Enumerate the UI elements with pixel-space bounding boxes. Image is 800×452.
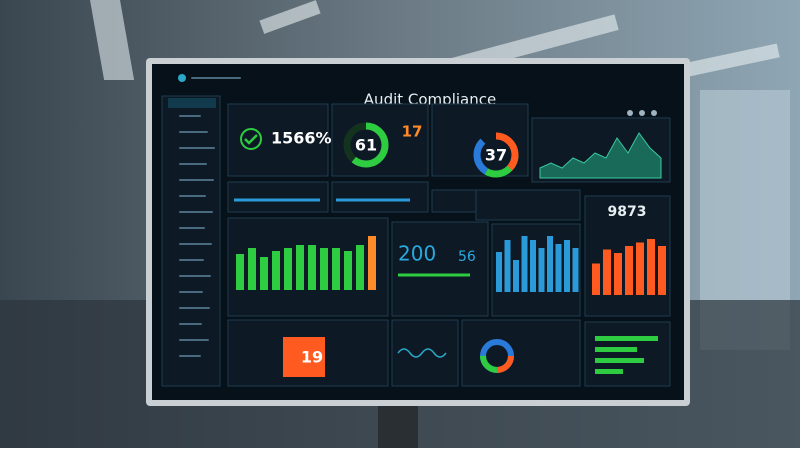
ring-segment — [480, 339, 514, 373]
logo — [178, 74, 186, 82]
donut-arc — [343, 122, 389, 168]
bar — [636, 242, 644, 295]
bar — [504, 240, 511, 292]
bar — [496, 252, 502, 292]
donut-arc — [473, 132, 519, 178]
summary-panel — [475, 189, 581, 221]
check-mark — [244, 134, 258, 145]
progress-bar — [595, 358, 644, 363]
trend-area — [539, 132, 662, 179]
summary-panel — [331, 181, 429, 213]
progress-bar — [595, 369, 623, 374]
bar — [555, 244, 562, 292]
bar — [260, 257, 268, 290]
bar — [320, 248, 328, 290]
bar — [538, 248, 545, 292]
sidebar-menu — [179, 115, 215, 357]
donut-panel — [331, 103, 429, 177]
summary-panel — [227, 181, 329, 213]
ring-segment — [480, 339, 514, 373]
progress-panel — [584, 321, 671, 387]
bar — [356, 245, 364, 290]
sidebar-active-tab[interactable] — [168, 98, 216, 108]
donut-value: 61 — [355, 136, 377, 155]
bar — [284, 248, 292, 290]
bar — [658, 246, 666, 295]
bar — [344, 251, 352, 290]
donut-value: 37 — [485, 146, 507, 165]
bar — [521, 236, 528, 292]
bar — [647, 239, 655, 295]
window-icons — [627, 110, 657, 116]
metric-panel — [391, 221, 489, 317]
count-value: 17 — [402, 123, 423, 141]
kpi-rate: 1566% — [271, 129, 332, 148]
total-value: 200 — [398, 242, 436, 266]
bar — [236, 254, 244, 290]
alert-box[interactable] — [283, 337, 325, 377]
bar — [572, 248, 579, 292]
bar — [296, 245, 304, 290]
bar — [592, 263, 600, 295]
wave — [397, 348, 447, 358]
alert-count: 19 — [301, 348, 323, 367]
progress-bar — [595, 347, 637, 352]
bar — [625, 246, 633, 295]
bar — [530, 240, 536, 292]
bar — [547, 236, 553, 292]
summary-panel — [431, 189, 477, 213]
bar — [564, 240, 570, 292]
bar — [248, 248, 256, 290]
sidebar — [161, 95, 221, 387]
bar — [332, 248, 340, 290]
wave-panel — [391, 319, 459, 387]
monitor-stand — [378, 400, 418, 448]
ring-panel — [461, 319, 581, 387]
bar — [272, 251, 280, 290]
bar — [513, 260, 519, 292]
flagged-value: 56 — [458, 249, 476, 265]
bar — [603, 249, 611, 295]
bar — [614, 253, 622, 295]
check-icon — [240, 128, 262, 150]
donut-segment — [473, 132, 519, 178]
risk-score: 9873 — [608, 204, 647, 220]
bar — [368, 236, 376, 290]
progress-bar — [595, 336, 658, 341]
bar — [308, 245, 316, 290]
